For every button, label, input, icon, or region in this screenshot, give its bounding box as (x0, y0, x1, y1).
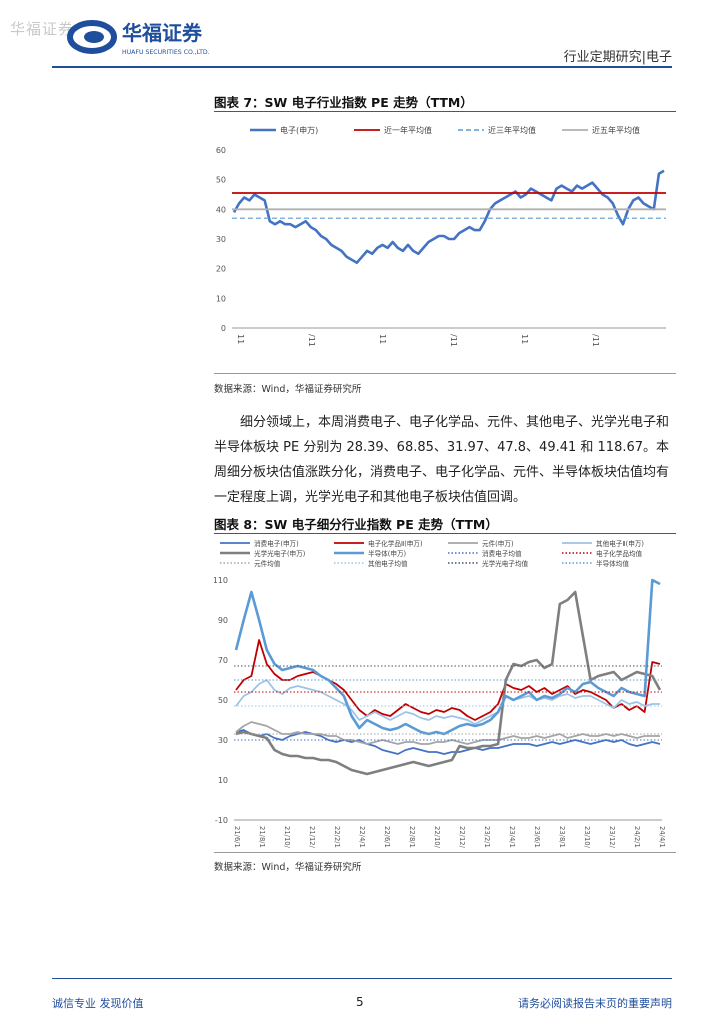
series-line (235, 679, 660, 725)
series-line (234, 578, 661, 736)
figure7-source: 数据来源：Wind，华福证券研究所 (214, 384, 362, 395)
logo-en-text: HUAFU SECURITIES CO.,LTD. (122, 49, 210, 56)
x-tick-label: 23/10/11 (583, 826, 591, 848)
y-tick-label: 10 (216, 294, 226, 303)
figure7-title: 图表 7：SW 电子行业指数 PE 走势（TTM） (214, 95, 473, 110)
x-tick-label: 23/12/11 (608, 826, 616, 848)
x-tick-label: 22/10/11 (433, 826, 441, 848)
legend-label: 电子(申万) (280, 125, 318, 135)
sub-sector-pe-chart: 消费电子(申万) 电子化学品Ⅱ(申万) 元件(申万) 其他电子Ⅱ(申万) 光学光电子(申… (214, 539, 666, 848)
y-tick-label: 60 (216, 146, 226, 155)
x-tick-label: 24/4/11 (658, 826, 666, 848)
y-tick-label: 110 (214, 576, 228, 585)
y-tick-label: 40 (216, 205, 226, 214)
x-tick-label: 23/2/11 (483, 826, 491, 848)
figure8-source: 数据来源：Wind，华福证券研究所 (214, 862, 362, 873)
x-tick-label: /11 (449, 334, 458, 347)
series-line (232, 169, 665, 264)
series-line (235, 729, 661, 755)
x-tick-label: 22/2/11 (333, 826, 341, 848)
x-tick-label: 22/12/11 (458, 826, 466, 848)
x-tick-label: 21/8/11 (258, 826, 266, 848)
x-tick-label: 22/8/11 (408, 826, 416, 848)
y-tick-label: 30 (216, 235, 226, 244)
legend-label: 半导体(申万) (368, 549, 406, 558)
legend-label: 其他电子均值 (368, 559, 408, 568)
x-tick-label: 11 (520, 334, 529, 344)
series-line (235, 639, 661, 721)
x-tick-label: 22/6/11 (383, 826, 391, 848)
watermark-text: 华福证券 (10, 20, 75, 38)
y-tick-label: 70 (218, 656, 228, 665)
header-rule (52, 66, 672, 68)
y-tick-label: 0 (221, 324, 226, 333)
figure8-title-rule (214, 533, 676, 534)
legend-label: 消费电子(申万) (254, 539, 299, 548)
legend-label: 其他电子Ⅱ(申万) (596, 539, 644, 548)
legend-label: 近一年平均值 (384, 125, 432, 135)
y-tick-label: 90 (218, 616, 228, 625)
report-section: 行业定期研究|电子 (563, 50, 672, 65)
page-number: 5 (356, 995, 364, 1009)
series-line (235, 721, 660, 745)
x-tick-label: 23/6/11 (533, 826, 541, 848)
pe-trend-chart: 电子(申万) 近一年平均值 近三年平均值 近五年平均值 0 10 20 30 40 50 60 11 /… (216, 125, 666, 347)
footer-slogan: 诚信专业 发现价值 (52, 997, 144, 1010)
y-tick-label: 10 (218, 776, 228, 785)
legend-label: 光学光电子均值 (482, 559, 529, 568)
x-tick-label: 11 (378, 334, 387, 344)
footer-rule (52, 978, 672, 979)
y-tick-label: -10 (215, 816, 228, 825)
body-paragraph: 细分领域上，本周消费电子、电子化学品、元件、其他电子、光学光电子和半导体板块 P… (214, 415, 670, 505)
legend-label: 光学光电子(申万) (254, 549, 305, 558)
legend-label: 电子化学品均值 (596, 549, 643, 558)
company-logo: 华福证券 HUAFU SECURITIES CO.,LTD. (66, 14, 242, 60)
logo-cn-text: 华福证券 (122, 21, 203, 45)
figure7-title-rule (214, 111, 676, 112)
logo-swirl-icon: 华福证券 HUAFU SECURITIES CO.,LTD. (67, 20, 210, 56)
legend-label: 元件(申万) (482, 539, 514, 548)
x-tick-label: 11 (236, 334, 245, 344)
legend-label: 近五年平均值 (592, 125, 640, 135)
x-tick-label: 22/4/11 (358, 826, 366, 848)
y-tick-label: 30 (218, 736, 228, 745)
figure7-bottom-rule (214, 373, 676, 374)
figure8-title: 图表 8：SW 电子细分行业指数 PE 走势（TTM） (214, 517, 498, 532)
x-tick-label: 21/6/11 (233, 826, 241, 848)
legend-label: 元件均值 (254, 559, 281, 568)
y-tick-label: 20 (216, 265, 226, 274)
legend-label: 电子化学品Ⅱ(申万) (368, 539, 423, 548)
footer-disclaimer: 请务必阅读报告末页的重要声明 (518, 997, 672, 1010)
figure8-bottom-rule (214, 852, 676, 853)
x-tick-label: 23/4/11 (508, 826, 516, 848)
x-tick-label: 23/8/11 (558, 826, 566, 848)
series-line (235, 590, 662, 776)
x-tick-label: /11 (307, 334, 316, 347)
legend-label: 消费电子均值 (482, 549, 522, 558)
y-tick-label: 50 (218, 696, 228, 705)
x-tick-label: /11 (591, 334, 600, 347)
x-tick-label: 24/2/11 (633, 826, 641, 848)
legend-label: 近三年平均值 (488, 125, 536, 135)
y-tick-label: 50 (216, 176, 226, 185)
x-tick-label: 21/12/11 (308, 826, 316, 848)
x-tick-label: 21/10/11 (283, 826, 291, 848)
legend-label: 半导体均值 (596, 559, 629, 568)
